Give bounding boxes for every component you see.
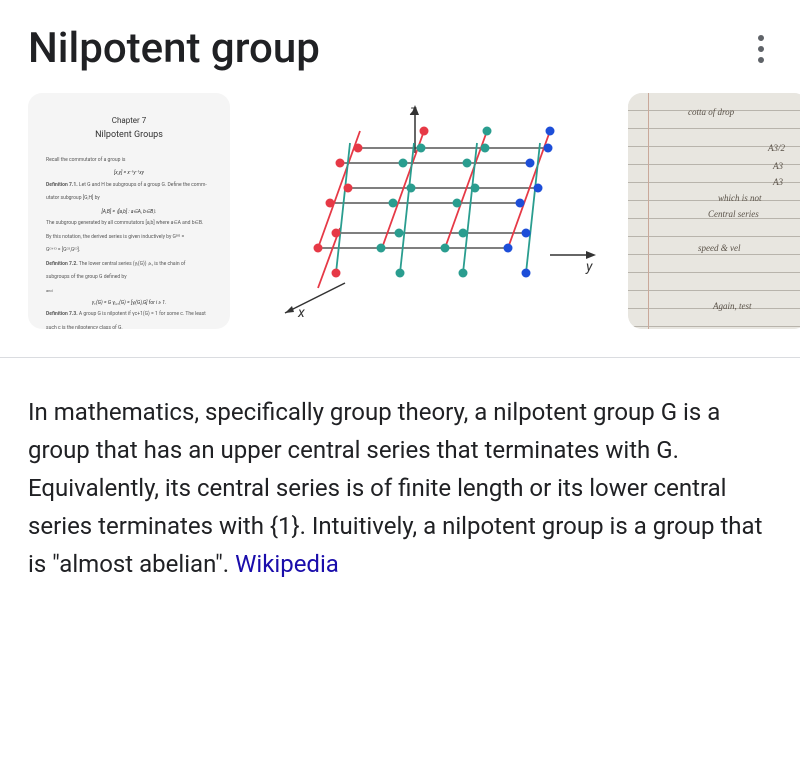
thumbnail-lattice-diagram[interactable]: z x y	[240, 93, 618, 329]
knowledge-panel-description: In mathematics, specifically group theor…	[0, 358, 800, 614]
source-link[interactable]: Wikipedia	[235, 550, 339, 578]
more-options-icon[interactable]	[750, 27, 772, 71]
doc-title: Nilpotent Groups	[46, 129, 212, 143]
thumbnail-document[interactable]: Chapter 7 Nilpotent Groups Recall the co…	[28, 93, 230, 329]
svg-text:y: y	[585, 259, 593, 275]
image-carousel: Chapter 7 Nilpotent Groups Recall the co…	[0, 93, 800, 357]
svg-text:z: z	[409, 103, 417, 119]
lattice-icon: z x y	[240, 93, 618, 329]
thumbnail-notebook[interactable]: cotta of drop A3/2 A3 A3 which is not Ce…	[628, 93, 800, 329]
description-text: In mathematics, specifically group theor…	[28, 398, 762, 578]
page-title: Nilpotent group	[28, 24, 320, 73]
svg-text:x: x	[297, 305, 305, 321]
doc-chapter: Chapter 7	[46, 115, 212, 127]
